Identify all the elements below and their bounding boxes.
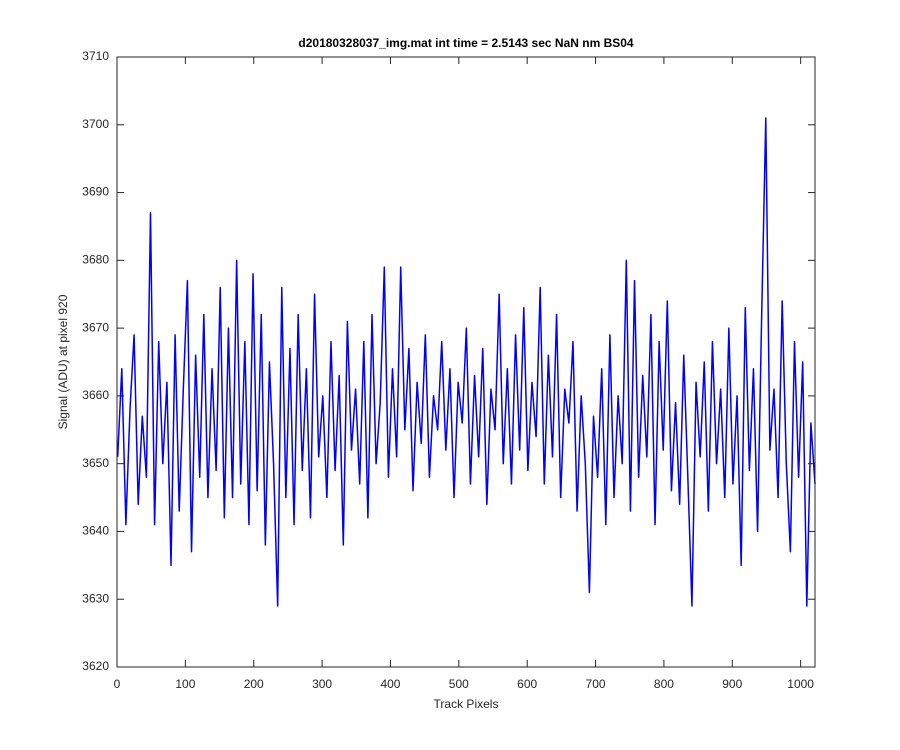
y-tick-label: 3700 xyxy=(82,117,109,131)
x-tick-label: 400 xyxy=(380,677,400,691)
x-tick-label: 0 xyxy=(114,677,121,691)
data-line xyxy=(116,117,816,607)
x-tick-label: 700 xyxy=(586,677,606,691)
y-tick-label: 3630 xyxy=(82,591,109,605)
chart-title: d20180328037_img.mat int time = 2.5143 s… xyxy=(298,36,634,50)
x-tick-label: 500 xyxy=(449,677,469,691)
x-tick-label: 900 xyxy=(722,677,742,691)
y-tick-label: 3670 xyxy=(82,320,109,334)
plot-frame xyxy=(116,56,816,668)
x-tick-label: 200 xyxy=(244,677,264,691)
y-tick-label: 3620 xyxy=(82,659,109,673)
y-tick-label: 3650 xyxy=(82,456,109,470)
y-tick-label: 3690 xyxy=(82,185,109,199)
x-tick-label: 300 xyxy=(312,677,332,691)
y-tick-label: 3660 xyxy=(82,388,109,402)
x-tick-label: 600 xyxy=(517,677,537,691)
y-axis-label: Signal (ADU) at pixel 920 xyxy=(56,294,70,429)
x-axis-label: Track Pixels xyxy=(434,697,499,711)
x-tick-label: 100 xyxy=(175,677,195,691)
y-tick-label: 3680 xyxy=(82,253,109,267)
y-tick-label: 3640 xyxy=(82,524,109,538)
y-tick-label: 3710 xyxy=(82,49,109,63)
x-tick-label: 1000 xyxy=(787,677,814,691)
x-tick-label: 800 xyxy=(654,677,674,691)
